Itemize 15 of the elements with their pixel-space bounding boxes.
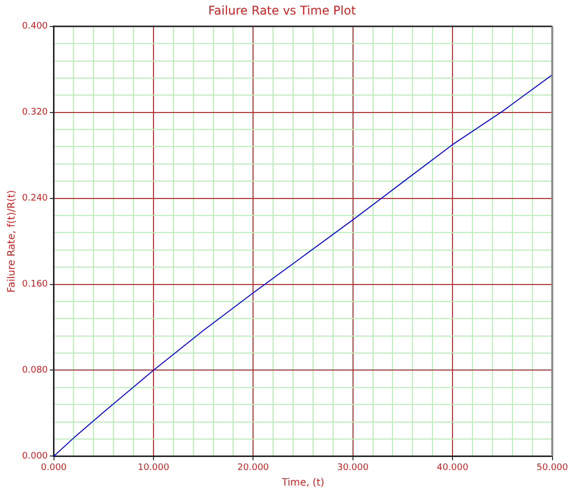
x-tick-label: 10.000 (138, 462, 170, 473)
y-axis-title: Failure Rate, f(t)/R(t) (6, 190, 18, 293)
y-tick-label: 0.160 (22, 280, 48, 290)
y-tick-label: 0.000 (22, 452, 48, 462)
x-axis-title: Time, (t) (280, 478, 324, 489)
x-tick-label: 50.000 (536, 462, 568, 473)
x-tick-label: 0.000 (40, 462, 67, 473)
y-tick-label: 0.320 (22, 108, 48, 118)
y-tick-label: 0.080 (22, 366, 48, 376)
chart-title: Failure Rate vs Time Plot (208, 3, 356, 18)
x-tick-label: 20.000 (237, 462, 270, 473)
x-tick-label: 40.000 (436, 462, 469, 473)
y-tick-label: 0.400 (22, 22, 48, 32)
y-tick-label: 0.240 (22, 194, 48, 204)
x-tick-label: 30.000 (337, 462, 369, 473)
